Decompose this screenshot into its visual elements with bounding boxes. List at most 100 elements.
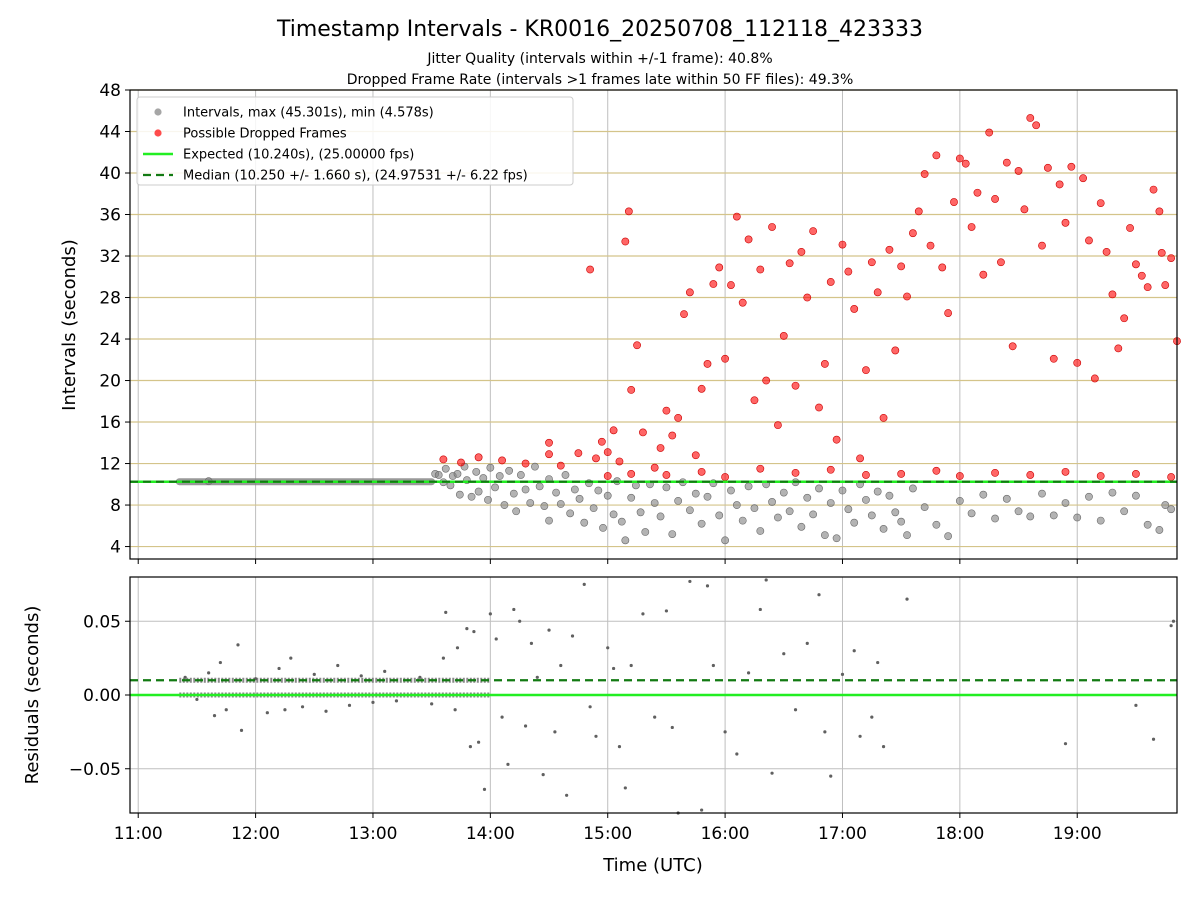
interval-point	[1143, 520, 1152, 529]
residual-point	[805, 641, 809, 645]
y-tick-label: 40	[99, 164, 121, 184]
dropped-frame-point	[774, 421, 782, 430]
dropped-frame-point	[697, 467, 706, 476]
y-tick-label: 36	[99, 206, 121, 226]
y-tick-label: 0.05	[83, 612, 121, 632]
interval-point	[820, 531, 829, 540]
dropped-frame-point	[914, 207, 923, 216]
dropped-frame-point	[950, 198, 958, 206]
residual-point	[535, 675, 539, 679]
interval-point	[879, 525, 888, 533]
dropped-frame-point	[932, 151, 941, 160]
residual-point	[482, 787, 487, 792]
interval-point	[1061, 499, 1070, 507]
residual-point	[312, 672, 316, 676]
interval-point	[668, 530, 677, 538]
residual-point	[324, 709, 328, 713]
dropped-frame-point	[1157, 249, 1166, 257]
interval-point	[721, 536, 729, 545]
interval-point	[832, 534, 841, 543]
y-tick-label: −0.05	[69, 760, 121, 780]
interval-point	[1085, 492, 1093, 501]
interval-point	[785, 507, 794, 516]
interval-point	[531, 462, 539, 471]
residual-point	[472, 629, 476, 634]
dropped-frame-point	[832, 435, 841, 444]
dropped-frame-point	[697, 384, 706, 393]
residual-point	[905, 597, 909, 601]
dropped-frame-point	[844, 267, 853, 276]
interval-point	[955, 496, 964, 505]
interval-point	[803, 493, 812, 502]
interval-point	[1155, 526, 1164, 534]
interval-point	[453, 470, 462, 478]
dropped-frame-point	[1085, 236, 1093, 245]
residual-point	[582, 582, 586, 586]
interval-point	[472, 467, 481, 476]
interval-point	[697, 519, 706, 528]
dropped-frame-point	[1008, 342, 1017, 351]
residual-point	[455, 646, 460, 650]
dropped-frame-point	[592, 454, 600, 463]
residual-point	[183, 675, 187, 679]
legend: Intervals, max (45.301s), min (4.578s) Po…	[136, 96, 574, 186]
dropped-frame-point	[909, 229, 917, 238]
residuals-y-axis-label: Residuals (seconds)	[22, 606, 43, 785]
residual-point	[418, 675, 422, 679]
interval-point	[873, 487, 882, 496]
chart-subtitle-jitter: Jitter Quality (intervals within +/-1 fr…	[426, 51, 772, 67]
residual-point	[465, 627, 469, 631]
interval-point	[991, 514, 999, 523]
dropped-frame-point	[656, 444, 665, 452]
dropped-frame-point	[1049, 354, 1058, 363]
dropped-frame-point	[556, 461, 565, 470]
residual-point	[629, 663, 633, 668]
dropped-frame-point	[973, 188, 982, 197]
interval-point	[1132, 491, 1140, 500]
x-tick-label: 15:00	[583, 824, 632, 844]
interval-point	[516, 471, 525, 479]
interval-point	[1014, 507, 1023, 516]
chart-subtitle-dropped: Dropped Frame Rate (intervals >1 frames …	[347, 72, 854, 88]
residual-point	[881, 745, 886, 749]
residual-point	[770, 771, 774, 775]
dropped-frame-point	[680, 310, 688, 319]
dropped-frame-point	[897, 470, 906, 478]
dropped-frame-point	[574, 449, 583, 458]
y-tick-label: 16	[99, 413, 121, 433]
residual-point	[506, 762, 510, 766]
residual-point	[876, 660, 880, 665]
interval-point	[589, 504, 598, 513]
interval-point	[521, 485, 530, 494]
y-tick-label: 20	[99, 372, 121, 392]
interval-point	[862, 495, 870, 504]
intervals-marks	[130, 114, 1181, 545]
residual-point	[477, 740, 481, 744]
interval-point	[715, 511, 724, 520]
interval-point	[756, 527, 765, 535]
interval-point	[685, 506, 694, 515]
interval-point	[467, 492, 476, 501]
interval-point	[441, 464, 450, 473]
residual-point	[664, 609, 669, 613]
interval-point	[738, 516, 747, 525]
legend-entry: Median (10.250 +/- 1.660 s), (24.97531 +…	[183, 169, 528, 184]
residual-point	[1151, 737, 1156, 741]
residual-point	[1063, 742, 1068, 746]
dropped-frame-point	[815, 403, 823, 412]
residual-point	[394, 699, 399, 703]
intervals-plot-frame	[129, 89, 1178, 560]
y-tick-label: 8	[110, 496, 121, 516]
residual-point	[559, 663, 563, 668]
interval-point	[797, 522, 806, 531]
residual-point	[793, 708, 798, 712]
residual-point	[588, 705, 592, 709]
dropped-frame-point	[991, 195, 999, 203]
residual-point	[782, 652, 786, 656]
residual-point	[641, 612, 645, 616]
interval-point	[641, 528, 650, 536]
residual-point	[518, 619, 522, 623]
dropped-frame-point	[985, 128, 994, 137]
dropped-frame-point	[991, 468, 999, 477]
interval-point	[850, 518, 859, 527]
